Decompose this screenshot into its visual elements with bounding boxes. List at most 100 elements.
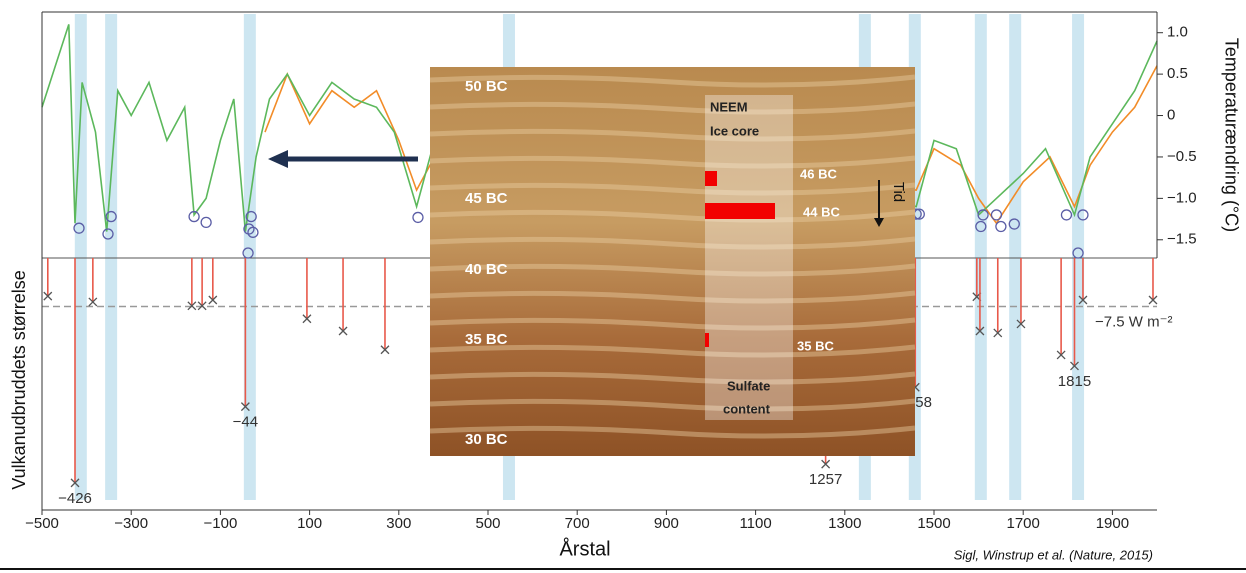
highlight-band: [1072, 14, 1085, 500]
ice-layer: [429, 236, 916, 250]
minimum-marker: [412, 211, 424, 224]
x-tick-label: 1300: [828, 515, 861, 532]
ice-layer: [429, 263, 916, 277]
time-label: Tid: [890, 182, 907, 202]
sulfate-bar: [705, 203, 775, 219]
minimum-marker: [1060, 209, 1073, 221]
x-axis-title: Årstal: [559, 537, 610, 560]
eruption-marker: [208, 295, 218, 305]
ice-layer: [429, 182, 916, 196]
eruption-marker: [88, 297, 98, 307]
eruption-marker: [197, 301, 207, 311]
eruption-marker: [240, 402, 250, 412]
sulfate-panel: [705, 95, 793, 420]
eruption-marker: [1016, 319, 1026, 329]
event-label: 46 BC: [800, 166, 837, 181]
event-label: 44 BC: [803, 204, 840, 219]
y-tick-label: 0.5: [1167, 65, 1188, 82]
highlight-band: [74, 14, 87, 500]
minimum-marker: [102, 228, 114, 240]
eruption-marker: [1056, 350, 1066, 360]
minimum-marker: [977, 209, 989, 221]
year-label: 35 BC: [465, 331, 508, 348]
x-tick-label: 1900: [1096, 515, 1129, 532]
x-tick-label: 500: [475, 515, 500, 532]
year-label: 45 BC: [465, 190, 508, 207]
highlight-band: [974, 14, 987, 500]
eruption-marker: [975, 326, 985, 336]
minimum-marker: [990, 209, 1003, 221]
eruption-marker: [187, 301, 197, 311]
y2-axis-title: Temperaturændring (°C): [1221, 38, 1241, 232]
y-tick-label: 0: [1167, 107, 1175, 124]
x-tick-label: 1100: [739, 515, 771, 532]
y-tick-label: −1.0: [1167, 189, 1197, 206]
eruption-marker: [1148, 295, 1158, 305]
minimum-marker: [247, 226, 259, 238]
eruption-marker: [338, 326, 348, 336]
event-label: 35 BC: [797, 338, 834, 353]
x-tick-label: 300: [386, 515, 411, 532]
ice-layer: [429, 371, 916, 385]
x-tick-label: 1700: [1007, 515, 1040, 532]
credit: Sigl, Winstrup et al. (Nature, 2015): [954, 547, 1153, 562]
minimum-marker: [73, 222, 85, 234]
y-tick-label: −0.5: [1167, 148, 1197, 165]
eruption-marker: [302, 314, 312, 324]
ice-layer: [429, 344, 916, 358]
minimum-marker: [188, 210, 200, 223]
x-tick-label: −100: [204, 515, 238, 532]
ice-layer: [429, 101, 916, 115]
minimum-marker: [1008, 218, 1020, 230]
sulfate-label: Sulfate: [727, 378, 770, 393]
minimum-marker: [243, 223, 255, 235]
x-tick-label: 100: [297, 515, 322, 532]
sulfate-bar: [705, 333, 709, 347]
y-axis-title: Vulkanudbruddets størrelse: [9, 270, 29, 489]
ice-layer: [429, 155, 916, 169]
core-title: NEEM: [710, 99, 748, 114]
x-tick-label: 900: [654, 515, 679, 532]
time-arrowhead: [874, 218, 884, 227]
ice-layer: [429, 209, 916, 223]
ice-layer: [429, 317, 916, 331]
sulfate-bar: [705, 171, 717, 186]
year-label: 50 BC: [465, 78, 508, 95]
pointer-arrowhead: [268, 150, 288, 168]
x-tick-label: −300: [114, 515, 148, 532]
highlight-band: [243, 14, 256, 500]
minimum-marker: [245, 210, 257, 223]
x-tick-label: 700: [565, 515, 590, 532]
ice-layers: [429, 74, 916, 439]
sulfate-label: content: [723, 401, 771, 416]
y-tick-label: −1.5: [1167, 231, 1197, 248]
highlight-band: [105, 14, 118, 500]
eruption-marker: [1070, 361, 1079, 371]
minimum-marker: [1077, 209, 1089, 221]
year-label: 30 BC: [465, 431, 508, 448]
eruption-label: 1257: [809, 471, 842, 488]
x-tick-label: 1500: [917, 515, 950, 532]
y-tick-label: 1.0: [1167, 24, 1188, 41]
x-tick-label: −500: [25, 515, 59, 532]
minimum-marker: [1072, 247, 1084, 259]
ice-layer: [429, 290, 916, 304]
ice-layer: [429, 128, 916, 142]
highlight-band: [1009, 14, 1022, 500]
eruption-marker: [43, 291, 53, 301]
eruption-label: −426: [58, 490, 92, 507]
eruption-marker: [821, 459, 831, 469]
reference-label: −7.5 W m⁻²: [1095, 313, 1173, 330]
ice-layer: [429, 398, 916, 412]
ice-layer: [429, 425, 916, 439]
eruption-label: 1815: [1058, 373, 1091, 390]
minimum-marker: [975, 220, 987, 233]
eruption-label: −44: [233, 414, 258, 431]
minimum-marker: [200, 216, 212, 229]
photo: [430, 67, 915, 456]
eruption-marker: [1078, 295, 1088, 305]
core-title: Ice core: [710, 123, 759, 138]
temperature-line: [41, 24, 1158, 232]
minimum-marker: [995, 220, 1007, 233]
